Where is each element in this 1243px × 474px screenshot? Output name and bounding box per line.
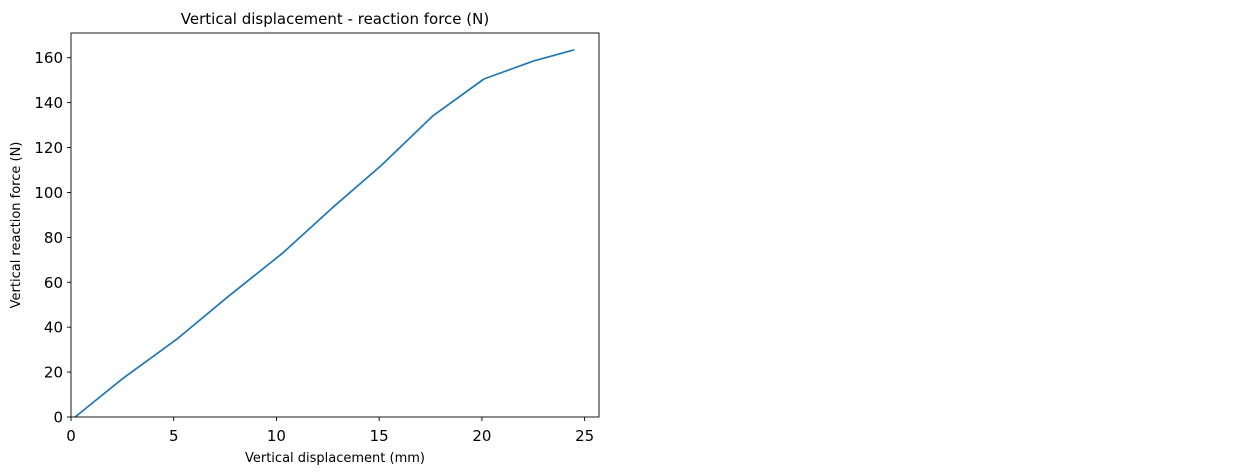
axes-frame xyxy=(70,32,600,418)
y-axis-ticks: 0 20 40 60 80 100 120 140 160 xyxy=(34,49,71,427)
y-tick-label: 40 xyxy=(44,319,63,337)
y-tick-label: 60 xyxy=(44,274,63,292)
x-axis-ticks: 0 5 10 15 20 25 xyxy=(66,417,594,445)
x-tick-label: 10 xyxy=(267,427,286,445)
y-tick-label: 80 xyxy=(44,229,63,247)
y-axis-label: Vertical reaction force (N) xyxy=(9,142,24,309)
x-tick-label: 0 xyxy=(66,427,76,445)
x-tick-label: 25 xyxy=(575,427,594,445)
y-tick-label: 0 xyxy=(53,409,63,427)
x-tick-label: 20 xyxy=(472,427,491,445)
plot-area xyxy=(74,48,575,418)
x-tick-label: 5 xyxy=(169,427,179,445)
y-tick-label: 100 xyxy=(34,184,63,202)
series-line xyxy=(74,48,575,418)
y-tick-label: 20 xyxy=(44,364,63,382)
chart-title: Vertical displacement - reaction force (… xyxy=(181,10,489,28)
y-tick-label: 140 xyxy=(34,94,63,112)
y-tick-label: 160 xyxy=(34,49,63,67)
x-axis-label: Vertical displacement (mm) xyxy=(245,451,425,466)
x-tick-label: 15 xyxy=(370,427,389,445)
y-tick-label: 120 xyxy=(34,139,63,157)
